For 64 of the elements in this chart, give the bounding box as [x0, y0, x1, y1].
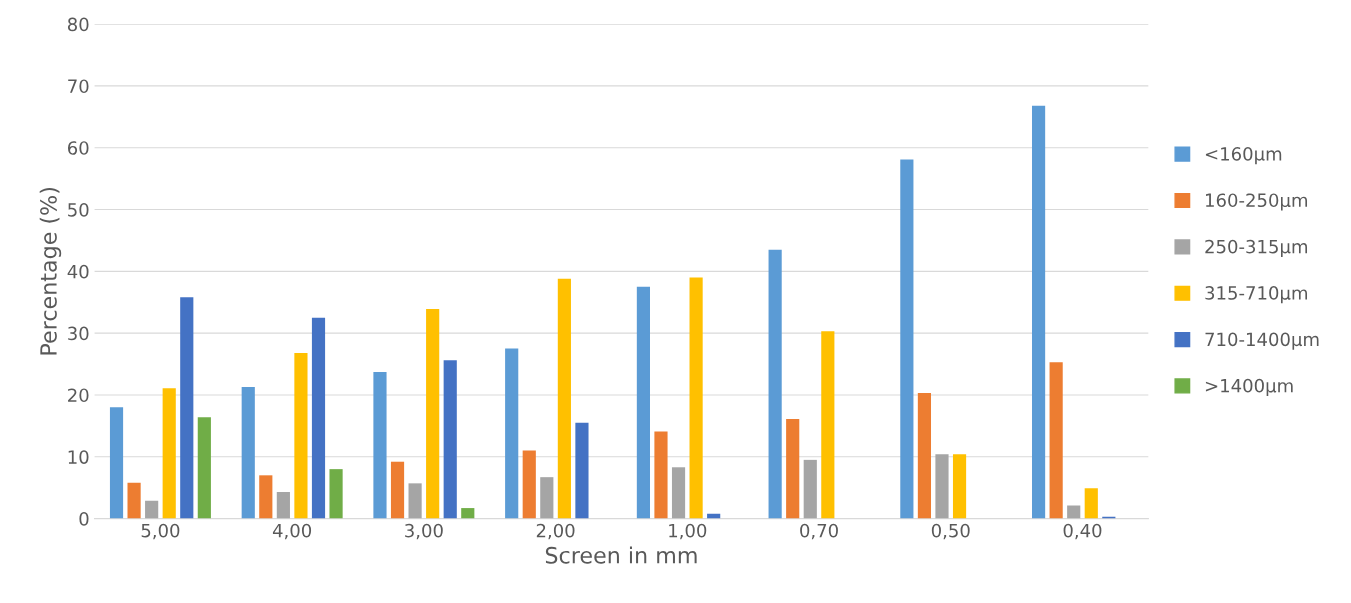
bar — [1067, 505, 1081, 519]
legend-label: 710-1400µm — [1205, 332, 1319, 350]
x-tick-label: 4,00 — [272, 523, 312, 540]
bar — [109, 407, 124, 519]
bar — [127, 482, 141, 519]
y-tick-label: 10 — [68, 450, 89, 464]
legend-label: >1400µm — [1205, 378, 1293, 396]
bar — [917, 393, 932, 519]
bar — [162, 388, 176, 519]
x-tick-label: 3,00 — [405, 523, 443, 540]
y-tick-label: 50 — [68, 203, 89, 217]
bar — [241, 386, 255, 519]
bar — [575, 422, 589, 519]
bar — [522, 450, 536, 519]
x-tick-label: 0,70 — [800, 523, 838, 540]
bar — [540, 477, 554, 519]
x-tick-label: 2,00 — [536, 523, 575, 540]
bar — [259, 475, 273, 519]
bar — [461, 508, 475, 519]
x-tick-label: 0,50 — [931, 523, 970, 540]
legend-label: 160-250µm — [1206, 193, 1308, 211]
y-tick-label: 30 — [68, 326, 89, 341]
legend-label: <160µm — [1205, 147, 1282, 165]
bar — [786, 419, 800, 519]
bar — [900, 159, 914, 519]
bar — [636, 286, 650, 519]
bar — [443, 360, 457, 519]
legend-label: 250-315µm — [1205, 239, 1308, 257]
y-tick-label: 0 — [79, 512, 89, 526]
y-tick-label: 20 — [68, 388, 89, 403]
bar — [1032, 105, 1046, 519]
bar — [505, 348, 519, 519]
bar — [1049, 362, 1063, 519]
legend-label: 315-710µm — [1205, 286, 1308, 304]
y-tick-label: 70 — [68, 79, 89, 94]
y-tick-label: 60 — [67, 141, 89, 155]
bar — [1084, 488, 1098, 519]
bar — [294, 352, 308, 519]
y-tick-label: 40 — [67, 264, 89, 279]
bar — [768, 249, 782, 519]
bar — [952, 454, 967, 519]
bar — [329, 469, 343, 519]
x-tick-label: 5,00 — [141, 523, 180, 540]
x-tick-label: 1,00 — [669, 523, 707, 540]
bar — [145, 500, 159, 519]
bar — [426, 309, 440, 519]
bar — [180, 297, 194, 519]
bar — [311, 317, 326, 519]
bar — [276, 492, 290, 519]
x-axis-title: Screen in mm — [545, 546, 697, 564]
bar — [821, 331, 835, 519]
bar — [197, 417, 211, 519]
bar — [408, 483, 422, 519]
y-axis-title: Percentage (%) — [39, 188, 62, 355]
bar — [803, 459, 817, 519]
bar — [689, 277, 703, 519]
bar — [390, 461, 405, 519]
bar — [654, 431, 668, 519]
y-tick-label: 80 — [67, 17, 89, 32]
x-tick-label: 0,40 — [1063, 523, 1102, 540]
bar — [557, 278, 571, 519]
bar — [373, 372, 387, 519]
bar — [935, 454, 949, 519]
bar — [671, 467, 686, 519]
